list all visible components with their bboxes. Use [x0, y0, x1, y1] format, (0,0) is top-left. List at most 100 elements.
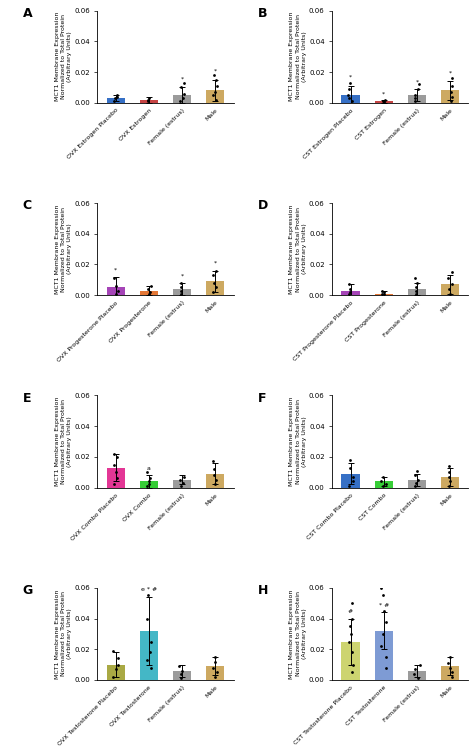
Point — [176, 660, 183, 672]
Point — [411, 663, 419, 675]
Text: #: # — [348, 609, 353, 614]
Point — [177, 480, 184, 492]
Text: *: * — [181, 273, 183, 278]
Point — [112, 466, 120, 478]
Point — [110, 478, 118, 490]
Bar — [140, 481, 158, 487]
Point — [380, 96, 387, 108]
Point — [143, 466, 151, 478]
Point — [177, 277, 185, 289]
Point — [210, 277, 218, 289]
Text: C: C — [23, 199, 32, 212]
Bar — [341, 474, 360, 487]
Point — [446, 471, 453, 483]
Point — [416, 659, 423, 671]
Point — [178, 665, 186, 677]
Bar — [441, 666, 459, 680]
Point — [448, 666, 456, 678]
Point — [109, 644, 117, 656]
Bar — [107, 99, 125, 103]
Point — [178, 672, 185, 684]
Point — [378, 475, 385, 487]
Point — [346, 77, 354, 89]
Point — [143, 613, 151, 625]
Point — [146, 92, 153, 105]
Y-axis label: MCT1 Membrane Expression
Normalized to Total Protein
(Arbitrary Units): MCT1 Membrane Expression Normalized to T… — [55, 12, 72, 102]
Point — [114, 653, 122, 665]
Point — [410, 668, 418, 680]
Point — [211, 478, 219, 490]
Point — [447, 86, 455, 98]
Y-axis label: MCT1 Membrane Expression
Normalized to Total Protein
(Arbitrary Units): MCT1 Membrane Expression Normalized to T… — [290, 397, 307, 487]
Point — [146, 286, 154, 298]
Point — [345, 278, 353, 290]
Point — [445, 283, 453, 295]
Point — [447, 96, 455, 108]
Point — [146, 472, 154, 484]
Point — [113, 472, 121, 484]
Y-axis label: MCT1 Membrane Expression
Normalized to Total Protein
(Arbitrary Units): MCT1 Membrane Expression Normalized to T… — [55, 590, 72, 678]
Point — [411, 92, 419, 105]
Point — [110, 447, 118, 459]
Point — [210, 89, 217, 101]
Point — [211, 656, 219, 668]
Point — [180, 471, 188, 483]
Bar — [408, 95, 426, 103]
Text: *: * — [214, 68, 217, 74]
Bar — [140, 100, 158, 103]
Text: *: * — [114, 267, 117, 272]
Point — [382, 616, 390, 628]
Point — [210, 69, 218, 81]
Bar — [374, 481, 393, 487]
Point — [349, 475, 356, 487]
Point — [414, 83, 421, 95]
Point — [177, 284, 185, 296]
Point — [380, 287, 387, 299]
Point — [383, 662, 390, 674]
Y-axis label: MCT1 Membrane Expression
Normalized to Total Protein
(Arbitrary Units): MCT1 Membrane Expression Normalized to T… — [290, 12, 307, 102]
Point — [179, 477, 187, 489]
Point — [348, 96, 356, 108]
Bar — [173, 671, 191, 680]
Point — [144, 283, 152, 295]
Bar — [140, 290, 158, 295]
Bar — [173, 289, 191, 295]
Text: *: * — [181, 76, 183, 81]
Bar — [441, 284, 459, 295]
Text: A: A — [23, 7, 32, 20]
Point — [213, 666, 221, 678]
Point — [378, 288, 386, 300]
Point — [446, 480, 453, 492]
Point — [445, 272, 452, 284]
Point — [447, 287, 454, 299]
Point — [445, 657, 452, 669]
Point — [346, 620, 354, 632]
Point — [448, 266, 456, 278]
Point — [147, 280, 155, 292]
Point — [348, 597, 356, 609]
Bar — [107, 468, 125, 487]
Point — [446, 662, 454, 674]
Y-axis label: MCT1 Membrane Expression
Normalized to Total Protein
(Arbitrary Units): MCT1 Membrane Expression Normalized to T… — [290, 590, 307, 678]
Point — [146, 478, 153, 490]
Text: * #: * # — [379, 603, 389, 608]
Bar — [206, 90, 224, 103]
Point — [210, 463, 218, 475]
Point — [346, 286, 353, 298]
Point — [113, 451, 121, 463]
Y-axis label: MCT1 Membrane Expression
Normalized to Total Protein
(Arbitrary Units): MCT1 Membrane Expression Normalized to T… — [290, 205, 307, 294]
Point — [346, 283, 354, 295]
Point — [379, 96, 386, 108]
Point — [212, 74, 220, 86]
Point — [379, 284, 386, 296]
Text: *: * — [349, 74, 352, 80]
Point — [348, 646, 356, 658]
Point — [383, 478, 390, 490]
Bar — [140, 631, 158, 680]
Point — [143, 654, 151, 666]
Point — [447, 475, 454, 487]
Text: *: * — [382, 92, 385, 96]
Point — [209, 286, 217, 298]
Point — [179, 92, 187, 105]
Point — [378, 640, 385, 652]
